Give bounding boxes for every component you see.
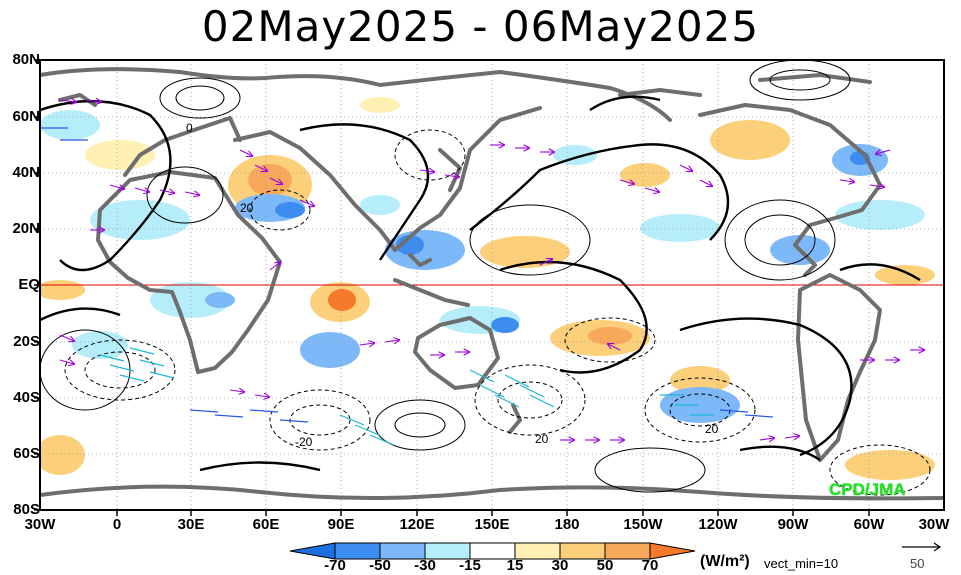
lat-label-80n: 80N — [12, 51, 40, 68]
lon-label-150w: 150W — [623, 516, 663, 533]
colorbar — [289, 542, 696, 560]
lon-label-120w: 120W — [698, 516, 738, 533]
lat-label-80s: 80S — [13, 501, 40, 518]
vector-min-label: vect_min=10 — [764, 556, 839, 571]
lat-label-60s: 60S — [13, 445, 40, 462]
lon-label-0: 0 — [112, 516, 122, 533]
credit-label: CPD/JMA — [829, 480, 906, 499]
colorbar-tick-label: 15 — [506, 557, 524, 574]
lon-label-30w-left: 30W — [24, 516, 56, 533]
reference-vector — [902, 542, 942, 552]
colorbar-tick-label: 70 — [641, 557, 659, 574]
lat-label-20s: 20S — [13, 333, 40, 350]
lon-label-60e: 60E — [252, 516, 280, 533]
lat-label-40s: 40S — [13, 389, 40, 406]
lon-label-90w: 90W — [777, 516, 809, 533]
colorbar-tick-label: 50 — [596, 557, 614, 574]
reference-vector-value: 50 — [910, 556, 925, 571]
axis-ticks — [34, 59, 870, 516]
contour-label: 20 — [705, 422, 719, 436]
chart-title: 02May2025 - 06May2025 — [201, 2, 760, 51]
contours-dashed — [64, 129, 931, 496]
lon-label-60w: 60W — [853, 516, 885, 533]
colorbar-tick-label: -50 — [369, 557, 391, 574]
map-layers: 0 20 -20 20 20 — [40, 60, 944, 510]
contour-label: -20 — [295, 435, 313, 449]
wind-vectors — [40, 100, 924, 446]
contour-labels: 0 20 -20 20 20 — [186, 121, 719, 449]
colorbar-tick-label: -30 — [414, 557, 436, 574]
contour-label: 20 — [535, 432, 549, 446]
lon-label-30w-right: 30W — [918, 516, 950, 533]
lon-label-180: 180 — [554, 516, 580, 533]
lat-label-eq: EQ — [18, 276, 40, 293]
colorbar-tick-label: -70 — [324, 557, 346, 574]
lon-label-120e: 120E — [399, 516, 435, 533]
colorbar-units: (W/m²) — [700, 553, 750, 570]
lat-label-60n: 60N — [12, 108, 40, 125]
contour-label: 20 — [240, 201, 254, 215]
lon-label-30e: 30E — [177, 516, 205, 533]
colorbar-tick-label: 30 — [551, 557, 569, 574]
contour-label: 0 — [186, 121, 193, 135]
colorbar-tick-label: -15 — [459, 557, 481, 574]
lat-label-40n: 40N — [12, 164, 40, 181]
colorbar-segment — [649, 542, 696, 560]
lat-label-20n: 20N — [12, 220, 40, 237]
lon-label-90e: 90E — [327, 516, 355, 533]
lon-label-150e: 150E — [474, 516, 510, 533]
coastlines — [40, 67, 944, 501]
